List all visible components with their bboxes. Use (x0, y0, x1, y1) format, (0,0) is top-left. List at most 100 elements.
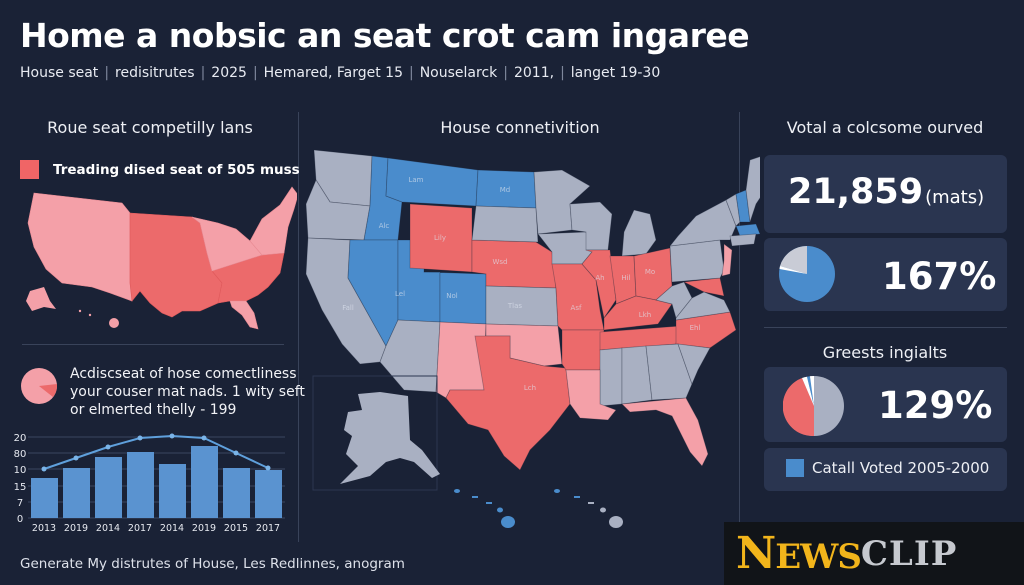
middle-panel-title: House connetivition (440, 118, 600, 137)
state-fl (621, 397, 709, 467)
note-line: your couser mat nads. 1 wity seft (70, 384, 305, 400)
map-region-west (27, 192, 133, 302)
state-md (682, 277, 725, 297)
subtitle-part: House seat (20, 65, 99, 81)
red-legend: Treading dised seat of 505 muss (20, 160, 300, 179)
separator: | (104, 65, 110, 81)
x-tick: 2013 (32, 523, 56, 534)
bar (159, 464, 186, 518)
state-sc (677, 343, 711, 386)
svg-text:Md: Md (500, 186, 510, 194)
stat-card-total (764, 155, 1007, 233)
subtitle-part: redisitrutes (115, 65, 195, 81)
svg-text:Nol: Nol (446, 292, 458, 300)
state-va (675, 291, 731, 321)
house-connectivity-map: Lam Md Alc Lily Wsd Fall Lel Nol Tlas Asf Ah Hil… (305, 149, 760, 528)
svg-text:Lam: Lam (408, 176, 423, 184)
column-divider-left (298, 112, 299, 542)
x-tick: 2019 (192, 523, 216, 534)
state-mt (385, 157, 479, 207)
total-stat-unit: (mats) (925, 187, 985, 208)
bar (31, 478, 58, 518)
x-tick: 2014 (160, 523, 184, 534)
map-region-florida (229, 300, 259, 330)
newsclip-logo: NEWS CLIP (724, 522, 1024, 585)
state-pa (669, 239, 725, 283)
note-line: or elmerted thelly - 199 (70, 402, 237, 418)
page-subtitle: House seat | redisitrutes | 2025 | Hemared, Fa… (20, 65, 660, 81)
hawaii-blue (454, 489, 580, 528)
map-region-alaska (26, 287, 56, 311)
blue-legend: Catall Voted 2005-2000 (786, 459, 989, 477)
svg-text:Hil: Hil (621, 274, 630, 282)
hawaii-gray (588, 502, 623, 528)
map-island (78, 309, 82, 313)
separator: | (252, 65, 258, 81)
svg-text:Lel: Lel (395, 290, 405, 298)
svg-text:Tlas: Tlas (507, 302, 523, 310)
svg-text:Lily: Lily (434, 234, 446, 242)
left-section-divider (22, 344, 284, 345)
state-tx (445, 335, 571, 471)
note-pie-chart (21, 368, 58, 404)
svg-text:Fall: Fall (342, 304, 354, 312)
column-divider-right (739, 112, 740, 522)
map-region-hawaii (109, 318, 119, 328)
note-block: Acdiscseat of hose comectliness your cou… (20, 365, 305, 419)
right-panel-title: Votal a colcsome ourved (786, 118, 984, 137)
y-axis-labels: 20 80 10 15 7 0 (14, 433, 27, 525)
x-tick: 2014 (96, 523, 120, 534)
state-nj (721, 243, 733, 277)
trend-line (43, 434, 269, 470)
state-ny (669, 199, 737, 247)
right-section-divider (764, 327, 1007, 328)
state-sd (471, 205, 539, 243)
right-panel-subtitle: Greests ingialts (822, 343, 948, 362)
svg-text:Ah: Ah (595, 274, 604, 282)
subtitle-part: langet 19-30 (570, 65, 661, 81)
state-me (745, 156, 760, 223)
state-ak (340, 392, 440, 484)
svg-text:Asf: Asf (571, 304, 582, 312)
bar (127, 452, 154, 518)
bar (255, 470, 282, 518)
x-tick: 2017 (256, 523, 280, 534)
state-ms (599, 347, 623, 407)
y-tick: 0 (17, 514, 23, 525)
bar (63, 468, 90, 518)
state-mi (621, 209, 657, 257)
svg-text:Lch: Lch (524, 384, 536, 392)
bars (31, 446, 282, 518)
trend-points (41, 433, 271, 472)
state-nm (435, 321, 487, 399)
pct-2-value: 129% (878, 384, 993, 427)
y-tick: 80 (14, 449, 27, 460)
x-tick: 2017 (128, 523, 152, 534)
y-tick: 10 (14, 465, 27, 476)
red-legend-label: Treading dised seat of 505 muss (53, 161, 300, 178)
svg-text:Lkh: Lkh (639, 311, 651, 319)
left-panel-title: Roue seat competilly lans (47, 118, 253, 137)
separator: | (503, 65, 508, 81)
pct-1-value: 167% (882, 255, 997, 298)
separator: | (560, 65, 565, 81)
state-ar (561, 329, 605, 371)
subtitle-part: Nouselarck (419, 65, 498, 81)
pct-2-pie-chart (783, 375, 844, 437)
total-stat: 21,859 (mats) (788, 172, 984, 212)
svg-text:Alc: Alc (379, 222, 390, 230)
y-tick: 7 (17, 498, 23, 509)
red-swatch (20, 160, 39, 179)
logo-clip: CLIP (860, 533, 958, 574)
competitive-seat-map (26, 186, 297, 330)
logo-news: NEWS (736, 528, 862, 579)
state-id (363, 155, 403, 241)
subtitle-part: 2011, (513, 65, 555, 81)
blue-swatch (786, 459, 804, 477)
alaska-inset-frame (312, 375, 438, 491)
note-text: Acdiscseat of hose comectliness your cou… (70, 365, 305, 419)
x-tick: 2015 (224, 523, 248, 534)
note-line: Acdiscseat of hose comectliness (70, 366, 297, 382)
blue-legend-label: Catall Voted 2005-2000 (812, 459, 990, 477)
svg-text:Ehl: Ehl (690, 324, 701, 332)
